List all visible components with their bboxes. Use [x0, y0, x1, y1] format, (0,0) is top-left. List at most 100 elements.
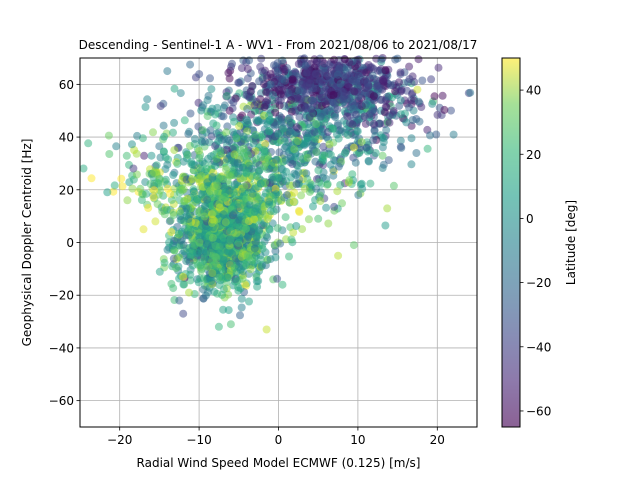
data-point: [167, 279, 176, 288]
data-point: [152, 161, 161, 170]
data-point: [343, 112, 352, 121]
data-point: [402, 118, 411, 127]
data-point: [303, 153, 312, 162]
data-point: [314, 214, 323, 223]
data-point: [199, 101, 208, 110]
data-point: [214, 322, 223, 331]
data-point: [226, 235, 235, 244]
colorbar-tick-label: −40: [526, 340, 551, 354]
colorbar-tick-label: 20: [526, 148, 541, 162]
data-point: [159, 121, 168, 130]
data-point: [252, 98, 261, 106]
data-point: [212, 154, 221, 163]
data-point: [339, 91, 348, 100]
data-point: [279, 65, 288, 73]
data-point: [165, 238, 174, 247]
data-point: [223, 122, 232, 131]
x-tick-label: 0: [275, 433, 283, 447]
colorbar: −60 −40 −20 0 20 40 Latitude [deg]: [501, 57, 578, 428]
y-axis-label: Geophysical Doppler Centroid [Hz]: [20, 139, 34, 347]
data-point: [333, 105, 342, 114]
data-point: [270, 121, 279, 130]
data-point: [190, 134, 199, 143]
data-point: [260, 103, 269, 112]
data-point: [282, 177, 291, 186]
data-point: [185, 288, 193, 297]
data-point: [340, 149, 349, 158]
colorbar-tick-label: −20: [526, 276, 551, 290]
data-point: [280, 76, 289, 85]
data-point: [179, 309, 188, 318]
data-point: [237, 294, 246, 303]
data-point: [302, 104, 310, 113]
data-point: [183, 151, 192, 159]
data-point: [414, 97, 423, 106]
data-point: [334, 251, 343, 260]
data-point: [129, 164, 138, 173]
y-axis-ticks: −60 −40 −20 0 20 40 60: [49, 78, 80, 408]
data-point: [214, 137, 223, 146]
data-point: [202, 165, 211, 173]
data-point: [378, 151, 387, 160]
data-point: [207, 85, 216, 94]
data-point: [287, 96, 295, 105]
data-point: [354, 191, 363, 199]
data-point: [241, 225, 250, 233]
data-point: [266, 80, 275, 89]
data-point: [226, 226, 235, 235]
data-point: [366, 179, 375, 188]
data-point: [351, 158, 360, 167]
data-point: [213, 103, 222, 112]
data-point: [329, 91, 338, 99]
data-point: [301, 61, 310, 70]
data-point: [133, 131, 142, 140]
data-point: [163, 160, 172, 169]
data-point: [320, 151, 329, 160]
data-point: [173, 159, 182, 168]
data-point: [235, 263, 243, 272]
data-point: [428, 99, 437, 108]
data-point: [163, 67, 172, 76]
data-point: [290, 145, 299, 154]
data-point: [179, 157, 188, 166]
data-point: [204, 91, 213, 100]
data-point: [254, 277, 263, 285]
data-point: [311, 157, 320, 166]
data-point: [329, 171, 338, 180]
data-point: [289, 197, 298, 206]
data-point: [233, 277, 241, 286]
data-point: [159, 147, 168, 156]
data-point: [383, 204, 392, 213]
data-point: [362, 143, 371, 152]
data-point: [275, 148, 284, 157]
data-point: [397, 110, 405, 119]
data-point: [225, 247, 234, 256]
data-point: [381, 66, 390, 75]
data-point: [180, 116, 189, 125]
data-point: [206, 74, 214, 83]
data-point: [407, 160, 416, 169]
data-point: [258, 241, 267, 250]
data-point: [345, 126, 354, 135]
data-point: [203, 234, 212, 243]
data-point: [208, 172, 217, 181]
data-point: [155, 267, 164, 276]
data-point: [201, 137, 209, 146]
data-point: [196, 164, 205, 173]
data-point: [199, 285, 208, 294]
data-point: [336, 79, 345, 88]
data-point: [288, 75, 297, 84]
data-point: [263, 96, 272, 105]
data-point: [184, 129, 193, 138]
data-point: [449, 130, 458, 139]
data-point: [261, 261, 270, 270]
data-point: [230, 117, 238, 126]
data-point: [256, 179, 265, 188]
data-point: [361, 119, 370, 128]
data-point: [161, 175, 170, 184]
data-point: [79, 164, 88, 173]
data-point: [240, 152, 249, 161]
data-point: [275, 86, 283, 94]
data-point: [252, 116, 261, 125]
data-point: [200, 254, 209, 263]
